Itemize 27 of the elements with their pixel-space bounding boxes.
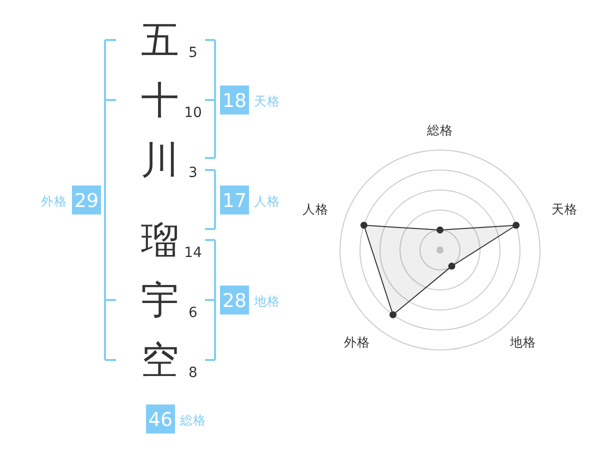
data-label: 17 bbox=[222, 190, 247, 212]
data-label: 3 bbox=[188, 165, 198, 181]
category-label: 天格 bbox=[254, 94, 280, 108]
category-label: 外格 bbox=[41, 194, 67, 208]
spoke-label: 人格 bbox=[302, 201, 329, 216]
data-label: 28 bbox=[222, 290, 247, 312]
category-label: 総格 bbox=[179, 412, 206, 428]
category-label: 人格 bbox=[254, 194, 280, 208]
category-label: 空 bbox=[141, 338, 179, 382]
data-label: 5 bbox=[188, 45, 198, 61]
category-label: 宇 bbox=[141, 278, 179, 322]
data-label: 18 bbox=[222, 90, 247, 112]
category-label: 瑠 bbox=[141, 218, 179, 262]
data-label: 46 bbox=[148, 409, 173, 431]
data-label: 14 bbox=[184, 245, 202, 261]
data-label: 29 bbox=[74, 190, 99, 212]
data-label: 10 bbox=[184, 105, 202, 121]
data-label: 8 bbox=[188, 365, 198, 381]
spoke-label: 天格 bbox=[551, 201, 578, 216]
spoke-label: 総格 bbox=[426, 122, 453, 138]
data-label: 6 bbox=[188, 305, 198, 321]
category-label: 川 bbox=[141, 138, 179, 182]
category-label: 地格 bbox=[253, 294, 280, 308]
category-label: 五 bbox=[141, 18, 179, 62]
category-label: 十 bbox=[141, 78, 179, 122]
spoke-label: 地格 bbox=[509, 334, 536, 350]
spoke-label: 外格 bbox=[344, 334, 370, 350]
